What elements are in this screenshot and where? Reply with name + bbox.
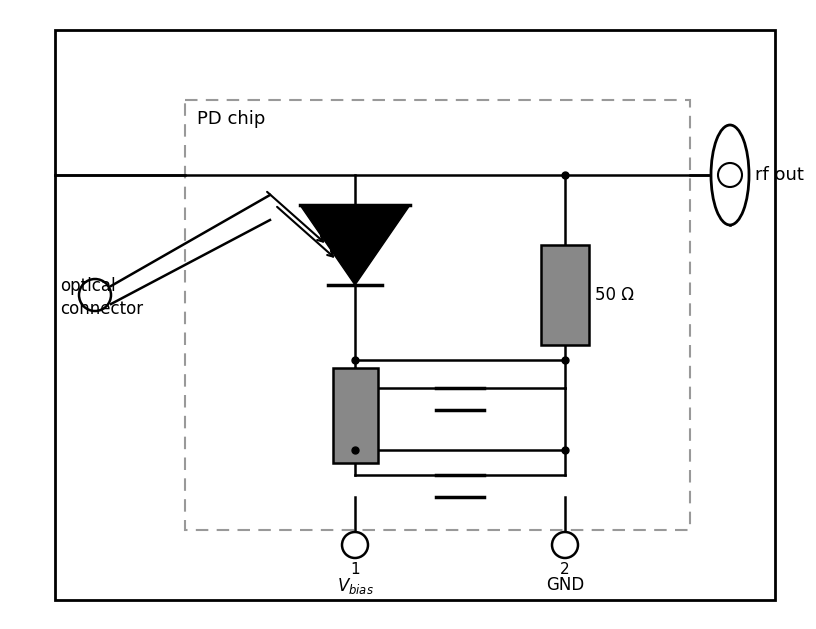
- Circle shape: [79, 279, 111, 311]
- Bar: [333, 368, 378, 463]
- Text: $V_{bias}$: $V_{bias}$: [336, 576, 374, 596]
- Ellipse shape: [711, 125, 749, 225]
- Circle shape: [342, 532, 368, 558]
- Circle shape: [552, 532, 578, 558]
- Circle shape: [718, 163, 742, 187]
- Text: PD chip: PD chip: [197, 110, 265, 128]
- Text: GND: GND: [546, 576, 584, 594]
- Text: 1: 1: [350, 562, 360, 577]
- Text: connector: connector: [60, 300, 143, 318]
- Bar: [55, 30, 775, 600]
- Bar: [185, 100, 690, 530]
- Text: rf out: rf out: [755, 166, 804, 184]
- Text: optical: optical: [60, 277, 116, 295]
- Text: 50 Ω: 50 Ω: [595, 286, 634, 304]
- Text: 2: 2: [561, 562, 570, 577]
- Polygon shape: [300, 205, 410, 285]
- Bar: [541, 245, 589, 345]
